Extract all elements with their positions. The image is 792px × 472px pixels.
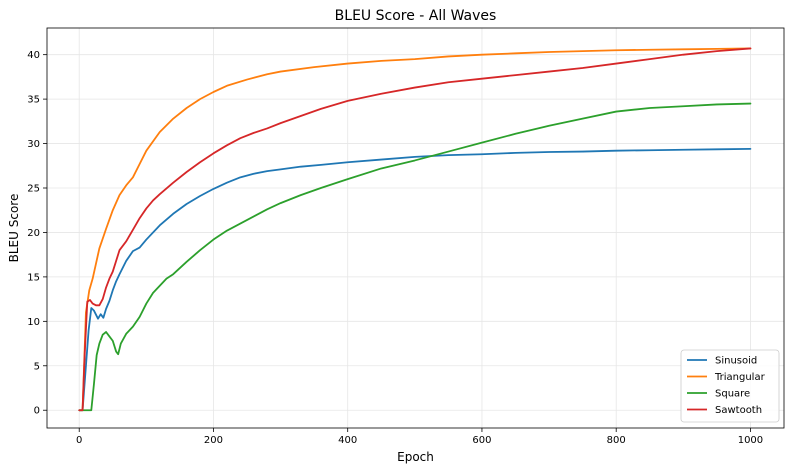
y-tick-label: 25 (27, 184, 40, 195)
x-axis-label: Epoch (397, 450, 434, 464)
legend-box (680, 349, 780, 423)
chart-title: BLEU Score - All Waves (335, 8, 497, 24)
x-tick-label: 1000 (738, 435, 763, 446)
grid (47, 28, 784, 428)
series-line-triangular (78, 47, 752, 412)
legend-label-sinusoid: Sinusoid (715, 356, 757, 367)
series-line-sawtooth (78, 47, 752, 412)
legend: Sinusoid Triangular Square Sawtooth (680, 349, 780, 423)
y-tick-label: 30 (27, 139, 40, 150)
x-tick-label: 600 (472, 435, 491, 446)
y-axis-ticks: 0 5 10 15 20 25 30 35 40 (27, 50, 47, 417)
x-tick-label: 400 (338, 435, 357, 446)
series-line-sinusoid (78, 147, 752, 412)
plot-frame (46, 27, 785, 429)
y-tick-label: 15 (27, 272, 40, 283)
y-tick-label: 20 (27, 228, 40, 239)
legend-label-sawtooth: Sawtooth (715, 405, 762, 416)
y-tick-label: 40 (27, 50, 40, 61)
y-tick-label: 10 (27, 317, 40, 328)
x-tick-label: 200 (204, 435, 223, 446)
y-axis-label: BLEU Score (7, 194, 21, 263)
x-tick-label: 800 (607, 435, 626, 446)
y-tick-label: 5 (34, 361, 40, 372)
legend-label-square: Square (715, 389, 750, 400)
x-tick-label: 0 (76, 435, 82, 446)
y-tick-label: 35 (27, 95, 40, 106)
series-line-square (78, 102, 752, 412)
legend-label-triangular: Triangular (714, 372, 766, 383)
x-axis-ticks: 0 200 400 600 800 1000 (76, 428, 763, 446)
series-layer (78, 47, 752, 412)
y-tick-label: 0 (34, 406, 40, 417)
